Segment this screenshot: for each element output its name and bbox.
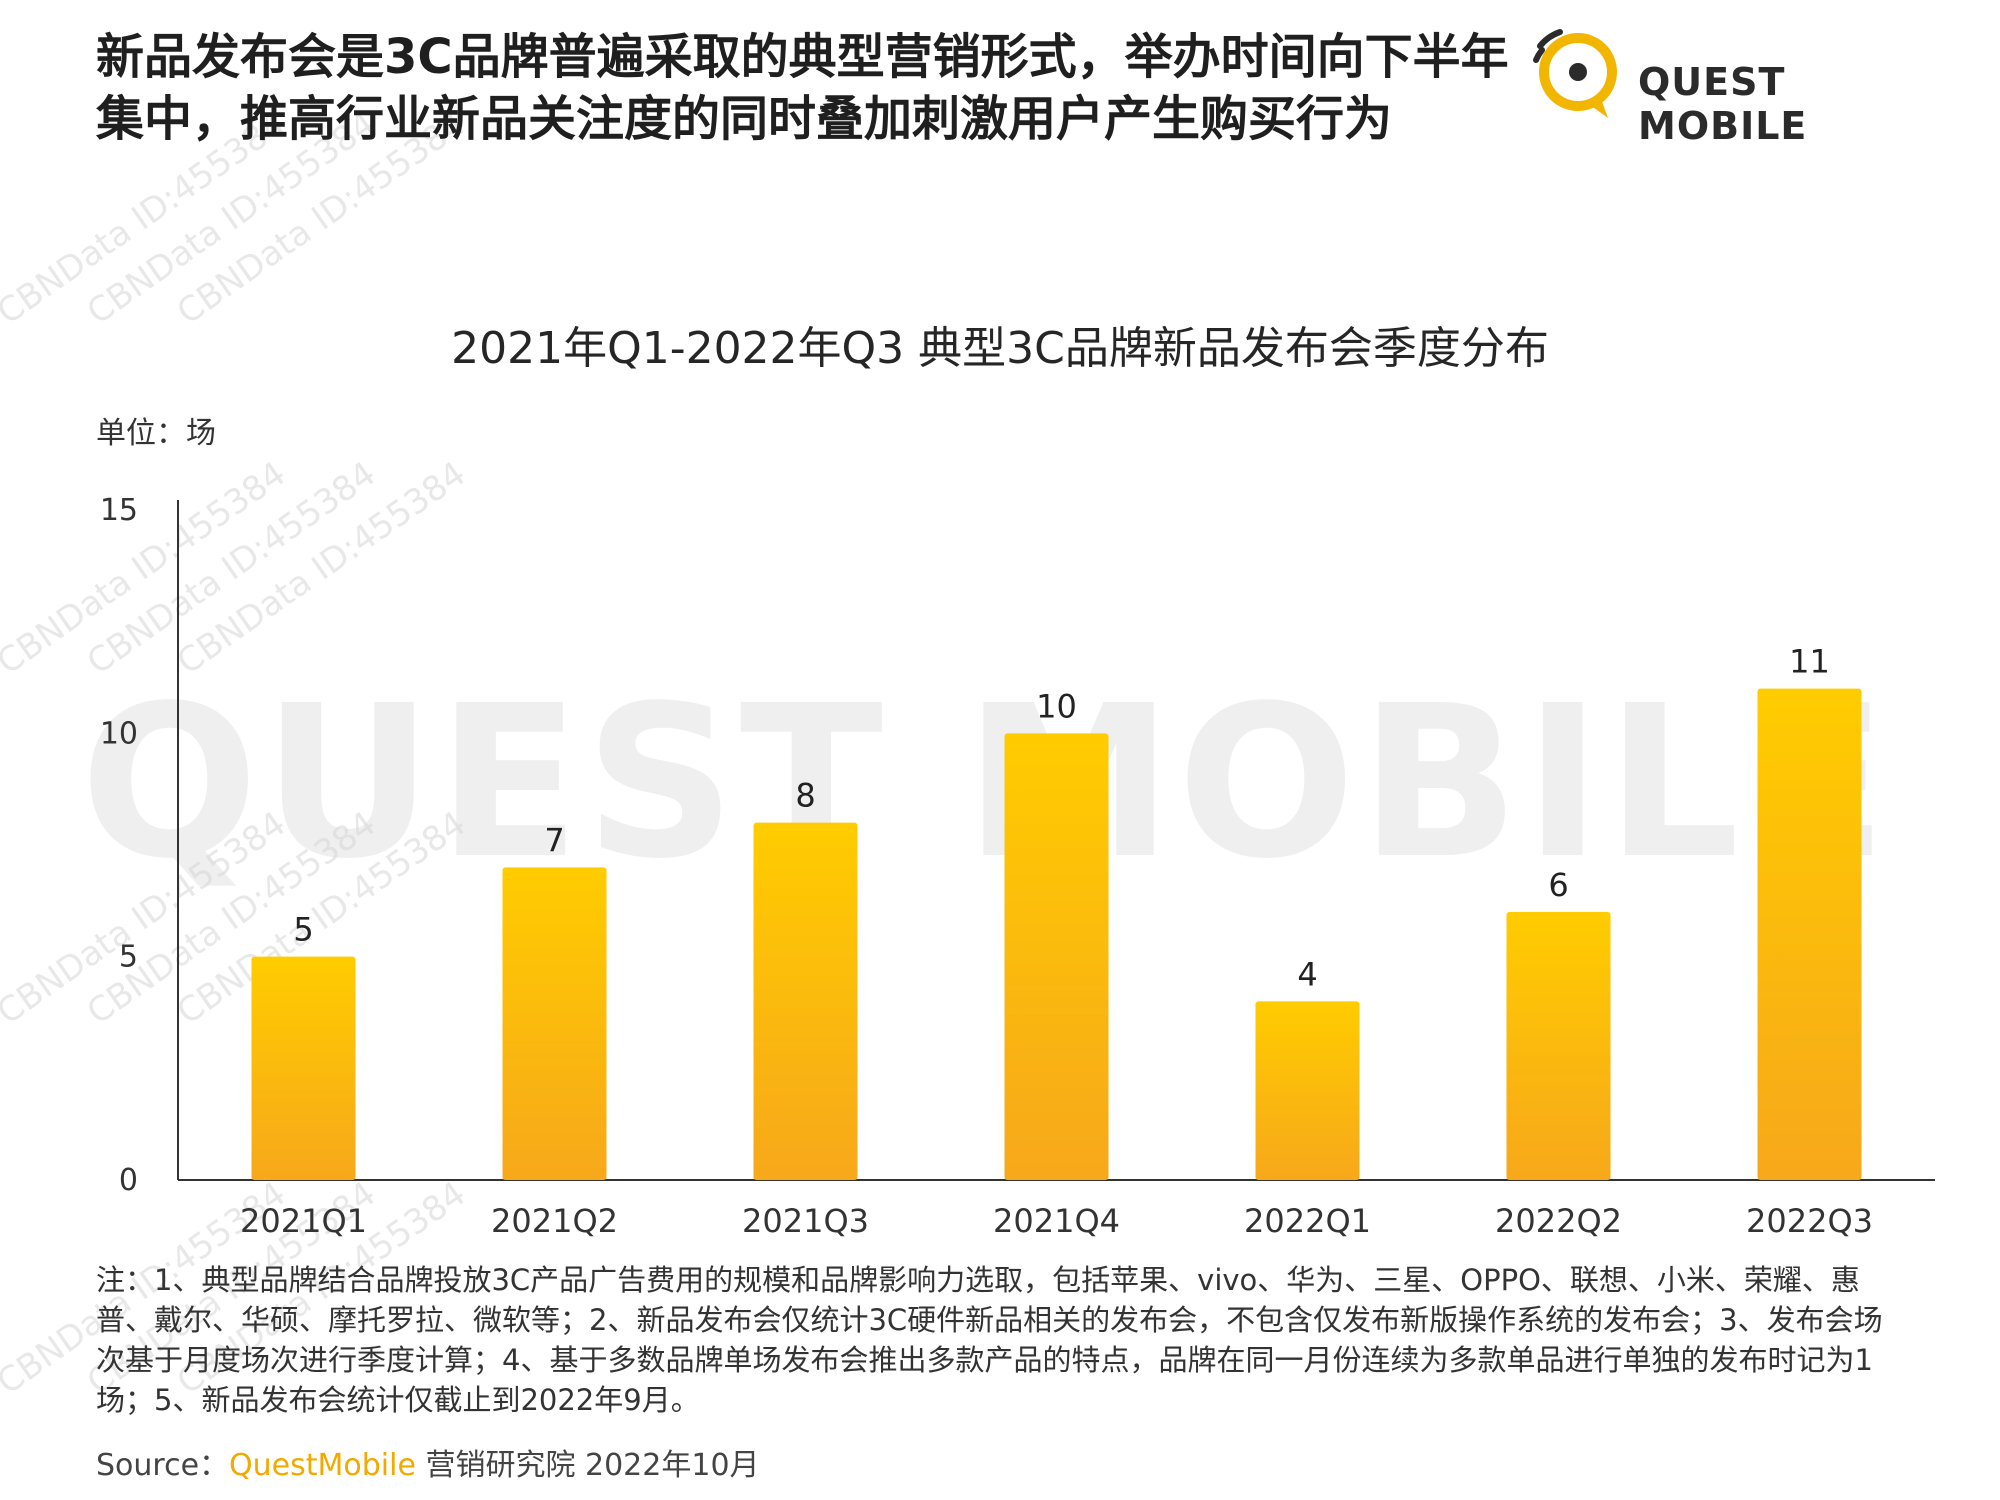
y-tick-label: 15 <box>100 493 138 528</box>
source-line: Source：QuestMobile 营销研究院 2022年10月 <box>96 1440 760 1484</box>
bar-chart: 0 5 10 15 5 2021Q1 7 2021Q2 8 2021Q3 10 2021Q4 4 2022… <box>100 493 1935 1240</box>
y-tick-label: 10 <box>100 716 138 751</box>
x-tick-label: 2021Q1 <box>240 1202 367 1240</box>
bar <box>502 867 607 1180</box>
source-brand: QuestMobile <box>229 1448 416 1483</box>
quest-mobile-logo-icon <box>1533 29 1617 118</box>
bar-value-label: 11 <box>1789 643 1830 681</box>
bar-value-label: 10 <box>1036 687 1077 725</box>
bar-value-label: 4 <box>1297 955 1317 993</box>
bar-value-label: 5 <box>293 911 313 949</box>
page-headline: 新品发布会是3C品牌普遍采取的典型营销形式，举办时间向下半年集中，推高行业新品关… <box>96 29 1509 147</box>
unit-label: 单位：场 <box>96 416 216 451</box>
x-tick-label: 2022Q2 <box>1495 1202 1622 1240</box>
bar-value-label: 6 <box>1548 866 1568 904</box>
x-tick-label: 2021Q4 <box>993 1202 1120 1240</box>
bar <box>1004 733 1109 1180</box>
bar <box>251 956 356 1180</box>
x-tick-label: 2021Q3 <box>742 1202 869 1240</box>
bar <box>1506 912 1611 1180</box>
footnote: 注：1、典型品牌结合品牌投放3C产品广告费用的规模和品牌影响力选取，包括苹果、v… <box>96 1263 1883 1417</box>
y-tick-label: 5 <box>119 940 138 975</box>
bar-value-label: 7 <box>544 821 564 859</box>
logo-text: QUEST MOBILE <box>1638 60 1808 148</box>
bar <box>1757 688 1862 1180</box>
bar-value-label: 8 <box>795 777 815 815</box>
y-tick-label: 0 <box>119 1163 138 1198</box>
source-prefix: Source： <box>96 1448 230 1483</box>
source-suffix: 营销研究院 2022年10月 <box>415 1448 760 1483</box>
x-tick-label: 2021Q2 <box>491 1202 618 1240</box>
chart-title: 2021年Q1-2022年Q3 典型3C品牌新品发布会季度分布 <box>451 323 1549 374</box>
bar <box>1255 1001 1360 1180</box>
bar <box>753 822 858 1180</box>
x-tick-label: 2022Q3 <box>1746 1202 1873 1240</box>
quest-mobile-logo: QUEST MOBILE <box>1528 26 1948 148</box>
x-tick-label: 2022Q1 <box>1244 1202 1371 1240</box>
